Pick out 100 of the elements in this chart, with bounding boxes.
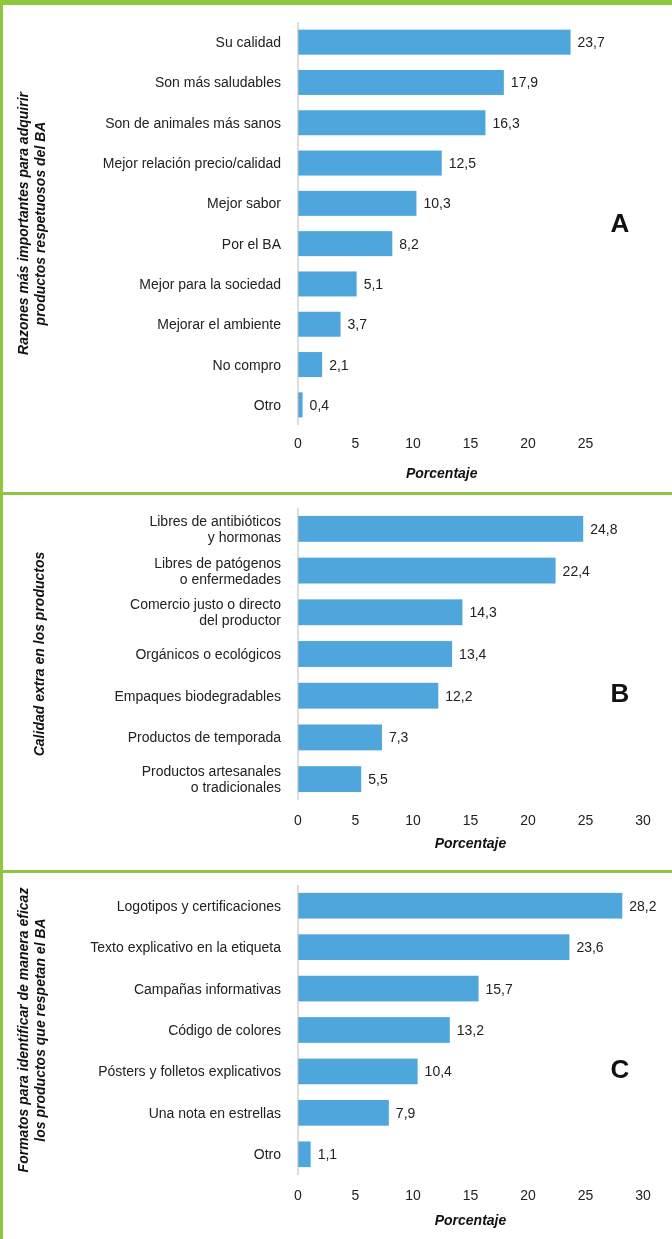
bar (298, 1017, 450, 1043)
y-tick-label: Productos artesanales o tradicionales (141, 763, 281, 796)
x-tick-label: 10 (405, 1187, 421, 1203)
data-label: 22,4 (562, 562, 591, 579)
data-label: 23,7 (577, 34, 606, 51)
data-label: 14,3 (469, 604, 497, 621)
data-label: 24,8 (590, 520, 618, 537)
bar (298, 1141, 311, 1168)
y-tick-label: Su calidad (215, 34, 281, 51)
data-label: 10,3 (423, 195, 451, 212)
y-tick-label: Son de animales más sanos (105, 114, 281, 131)
y-tick-label: Código de colores (168, 1022, 281, 1038)
x-tick-label: 5 (351, 1187, 360, 1203)
bar (298, 682, 439, 709)
data-label: 28,2 (629, 897, 657, 914)
y-tick-label: Orgánicos o ecológicos (135, 646, 281, 662)
y-tick-label: Por el BA (221, 235, 282, 252)
bar (298, 150, 442, 176)
data-label: 1,1 (317, 1146, 338, 1163)
y-axis-title: Razones más importantes para adquirir productos respetuosos del BA (14, 90, 48, 355)
x-tick-label: 15 (462, 1187, 479, 1203)
data-label: 7,9 (395, 1104, 416, 1121)
bar (298, 515, 584, 542)
data-label: 15,7 (485, 980, 514, 997)
bar (298, 599, 463, 626)
y-tick-label: No compro (212, 356, 282, 373)
data-label: 17,9 (510, 74, 539, 91)
y-tick-label: Mejor sabor (207, 195, 282, 212)
bar (298, 231, 393, 257)
bar (298, 271, 357, 297)
bar (298, 892, 623, 919)
bar (298, 190, 417, 216)
data-label: 5,1 (363, 275, 384, 292)
x-tick-label: 25 (577, 1187, 594, 1203)
y-tick-label: Pósters y folletos explicativos (98, 1063, 281, 1080)
x-tick-label: 30 (635, 1187, 651, 1203)
y-tick-label: Productos de temporada (127, 729, 282, 746)
x-tick-label: 0 (294, 812, 303, 828)
bar (298, 110, 486, 136)
text: A (610, 208, 630, 238)
y-tick-label: Mejorar el ambiente (157, 316, 282, 333)
data-label: 3,7 (347, 316, 368, 333)
y-axis-title: Calidad extra en los productos (31, 551, 47, 757)
bar (298, 641, 453, 667)
bar (298, 975, 479, 1002)
data-label: 10,4 (424, 1063, 453, 1080)
data-label: 0,4 (309, 396, 330, 413)
annotation: B (610, 678, 630, 708)
data-label: 13,2 (456, 1022, 485, 1038)
data-label: 12,5 (448, 155, 477, 172)
x-tick-label: 20 (520, 1187, 536, 1203)
bar (298, 934, 570, 960)
data-label: 13,4 (459, 646, 487, 662)
x-axis-title: Porcentaje (434, 1212, 507, 1228)
x-tick-label: 10 (405, 812, 421, 828)
x-tick-label: 15 (462, 812, 479, 828)
x-tick-label: 0 (294, 435, 303, 451)
bar (298, 1058, 418, 1085)
bar (298, 29, 571, 55)
y-tick-label: Comercio justo o directo del productor (130, 596, 282, 629)
x-tick-label: 5 (351, 812, 360, 828)
data-label: 16,3 (492, 114, 520, 131)
data-label: 7,3 (388, 729, 409, 746)
y-tick-label: Campañas informativas (133, 980, 281, 997)
y-tick-label: Otro (253, 1146, 282, 1163)
bar (298, 724, 382, 751)
y-tick-label: Texto explicativo en la etiqueta (90, 939, 282, 956)
bar (298, 557, 556, 584)
y-tick-label: Empaques biodegradables (114, 687, 281, 704)
bar (298, 766, 362, 793)
y-tick-label: Logotipos y certificaciones (116, 897, 281, 914)
x-tick-label: 25 (577, 812, 594, 828)
annotation: C (610, 1054, 630, 1084)
x-tick-label: 20 (520, 435, 536, 451)
bar (298, 1100, 389, 1126)
x-axis-title: Porcentaje (405, 465, 478, 481)
x-tick-label: 25 (577, 435, 594, 451)
x-axis-title: Porcentaje (434, 835, 507, 851)
y-tick-label: Libres de antibióticos y hormonas (149, 512, 281, 545)
x-tick-label: 0 (294, 1187, 303, 1203)
x-tick-label: 10 (405, 435, 421, 451)
y-tick-label: Son más saludables (154, 74, 281, 91)
data-label: 12,2 (445, 687, 473, 704)
x-tick-label: 5 (351, 435, 360, 451)
x-tick-label: 30 (635, 812, 651, 828)
bar (298, 69, 504, 95)
data-label: 2,1 (329, 356, 349, 373)
y-tick-label: Otro (253, 396, 282, 413)
y-tick-label: Una nota en estrellas (148, 1104, 281, 1121)
y-tick-label: Libres de patógenos o enfermedades (154, 554, 281, 587)
data-label: 8,2 (399, 235, 419, 252)
bar (298, 311, 341, 337)
y-tick-label: Mejor para la sociedad (139, 275, 281, 292)
y-tick-label: Mejor relación precio/calidad (102, 155, 281, 172)
data-label: 23,6 (576, 939, 604, 956)
x-tick-label: 15 (462, 435, 479, 451)
y-axis-title: Formatos para identificar de manera eficaz los productos que respetan el BA (14, 887, 48, 1173)
bar (298, 352, 323, 378)
data-label: 5,5 (368, 771, 388, 788)
x-tick-label: 20 (520, 812, 536, 828)
